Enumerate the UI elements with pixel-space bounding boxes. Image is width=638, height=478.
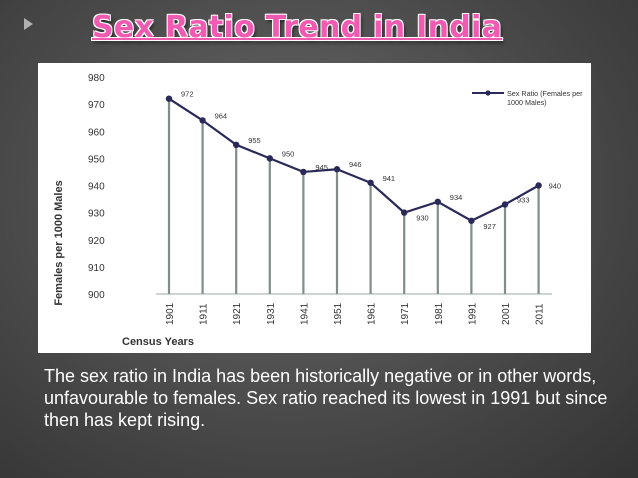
data-label: 946 [349,160,362,169]
data-point [300,168,307,176]
data-point [199,117,206,124]
x-tick-label: 1921 [232,302,243,325]
x-tick-label: 1961 [367,302,378,325]
sex-ratio-chart: Females per 1000 Males Census Years 900 9… [53,73,583,348]
y-tick-label: 940 [88,182,105,193]
x-tick-label: 1951 [333,302,344,325]
data-point [434,198,441,205]
data-point [165,95,173,102]
data-label: 950 [282,149,295,158]
x-tick-label: 2001 [501,302,512,325]
data-label: 945 [315,163,328,172]
data-point [333,166,341,173]
x-tick-label: 1991 [467,302,478,325]
data-point [535,182,542,189]
data-point [266,155,273,162]
data-point [401,209,408,216]
x-tick-label: 1901 [165,302,176,325]
y-tick-label: 930 [88,209,105,220]
data-label: 930 [416,214,429,223]
y-axis-label: Females per 1000 Males [53,180,65,305]
data-label: 927 [483,222,496,231]
x-tick-label: 2011 [535,303,546,325]
data-label: 934 [450,193,463,202]
chart-panel: Females per 1000 Males Census Years 900 9… [38,63,591,353]
slide-caption: The sex ratio in India has been historic… [44,366,608,430]
x-tick-label: 1971 [400,302,411,325]
y-tick-label: 960 [88,127,105,138]
x-tick-label: 1931 [266,302,277,325]
legend-marker [485,90,491,96]
data-point [468,217,475,224]
data-point [233,141,240,149]
x-tick-label: 1941 [299,302,310,325]
x-tick-label: 1981 [434,302,445,325]
bullet-arrow-icon [24,18,33,30]
series-line [168,97,540,223]
y-tick-label: 910 [88,263,105,274]
data-label: 933 [517,195,530,204]
y-tick-label: 980 [88,73,105,84]
y-tick-label: 970 [88,100,105,111]
data-label: 941 [383,174,396,183]
x-axis-label: Census Years [122,336,194,348]
data-point [501,201,509,208]
slide-title: Sex Ratio Trend in India [92,10,503,45]
data-label: 940 [549,182,562,191]
y-tick-label: 920 [88,236,105,247]
y-tick-label: 900 [88,290,105,301]
y-tick-label: 950 [88,154,105,165]
data-label: 964 [215,111,228,120]
x-tick-label: 1911 [199,303,210,325]
data-point [367,179,374,186]
legend-label: Sex Ratio (Females per 1000 Males) [507,89,583,107]
data-label: 955 [248,136,261,145]
data-label: 972 [181,90,194,99]
